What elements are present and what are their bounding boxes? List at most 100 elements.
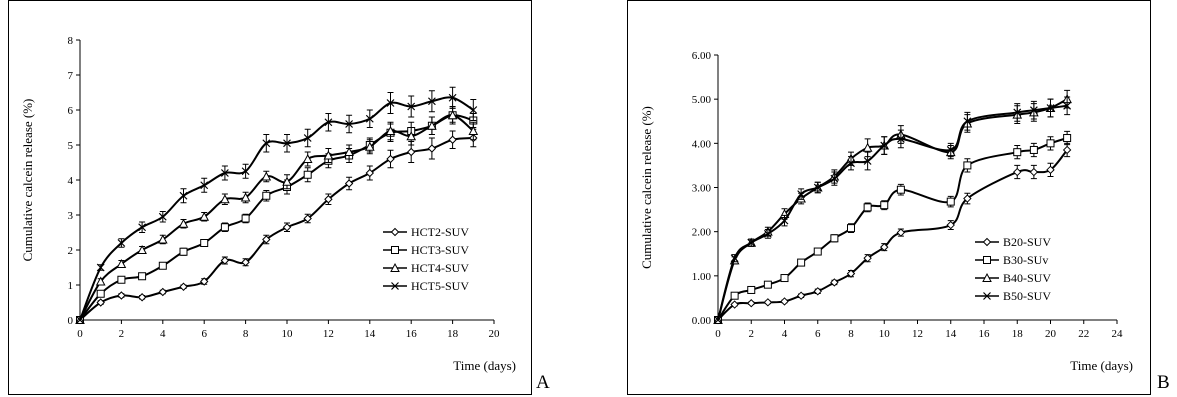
data-point [324, 118, 333, 127]
series-b20-suv [713, 142, 1072, 325]
data-point [963, 117, 972, 126]
data-point [324, 195, 333, 204]
x-tick-label-a: 2 [119, 328, 125, 340]
data-point [117, 275, 126, 284]
legend-label: HCT3-SUV [411, 243, 469, 257]
legend-item-b20-suv: B20-SUV [975, 235, 1051, 249]
y-tick-label-b: 5.00 [692, 94, 712, 106]
data-point [283, 139, 291, 148]
data-point [116, 258, 127, 268]
legend-label: B20-SUV [1003, 235, 1051, 249]
data-point [1029, 106, 1038, 115]
data-point [220, 256, 230, 265]
legend-item-b40-suv: B40-SUV [975, 271, 1051, 285]
data-point [365, 114, 374, 123]
data-point [76, 316, 84, 324]
legend-item-hct3-suv: HCT3-SUV [383, 243, 469, 257]
data-point [714, 316, 722, 324]
y-tick-label-b: 2.00 [692, 227, 712, 239]
x-tick-label-a: 14 [364, 328, 376, 340]
data-point [137, 244, 147, 254]
series-line-b50-suv [717, 104, 1068, 321]
data-point [282, 176, 292, 186]
legend-label: B40-SUV [1003, 271, 1051, 285]
data-point [1029, 145, 1038, 154]
data-point [813, 183, 822, 192]
data-point [946, 197, 955, 206]
data-point [813, 247, 822, 256]
data-point [863, 253, 872, 263]
legend-item-b50-suv: B50-SUV [975, 289, 1051, 303]
data-point [763, 298, 773, 307]
data-point [747, 285, 756, 294]
x-tick-label-b: 12 [912, 328, 923, 340]
x-tick-label-a: 8 [243, 328, 249, 340]
data-point [763, 229, 772, 238]
data-point [344, 146, 354, 156]
chart-panel-b: 0.00 1.00 2.00 3.00 4.00 5.00 6.00 0 2 4 6 8 10 12 14 1… [627, 0, 1151, 395]
data-point [117, 239, 126, 247]
data-point [1029, 167, 1039, 177]
data-point [813, 287, 822, 296]
data-point [963, 161, 972, 170]
x-tick-label-a: 18 [447, 328, 459, 340]
data-point [1063, 134, 1072, 143]
legend-marker [983, 256, 991, 264]
x-tick-label-b: 24 [1112, 328, 1124, 340]
data-point [220, 169, 229, 177]
data-point [880, 242, 889, 252]
y-tick-label-a: 3 [68, 210, 74, 222]
data-point [199, 211, 210, 221]
x-tick-label-a: 0 [77, 328, 83, 340]
data-point [963, 194, 972, 203]
data-point [946, 220, 955, 230]
data-point [262, 235, 271, 244]
data-point [200, 181, 209, 190]
data-point [862, 142, 873, 152]
x-axis-label-b: Time (days) [1070, 358, 1133, 373]
panel-letter-b: B [1157, 372, 1170, 393]
data-point [96, 298, 105, 307]
legend-marker [390, 262, 400, 272]
data-point [469, 106, 478, 114]
data-point [385, 125, 396, 135]
data-point [158, 261, 167, 270]
x-tick-label-a: 10 [282, 328, 294, 340]
y-tick-label-b: 6.00 [692, 50, 712, 62]
data-point [847, 224, 855, 233]
x-tick-label-a: 16 [406, 328, 418, 340]
x-tick-label-a: 4 [160, 328, 166, 340]
data-point [447, 110, 458, 120]
data-point [282, 223, 292, 232]
legend-label: HCT4-SUV [411, 261, 469, 275]
data-point [1062, 145, 1072, 155]
data-point [158, 212, 167, 221]
x-tick-label-b: 18 [1012, 328, 1024, 340]
data-point [1046, 139, 1055, 148]
data-point [344, 179, 354, 188]
data-point [1013, 148, 1022, 157]
data-point [830, 174, 839, 183]
x-tick-label-b: 16 [979, 328, 991, 340]
data-point [797, 258, 806, 267]
data-point [863, 157, 872, 165]
x-tick-label-a: 20 [489, 328, 501, 340]
legend-marker [391, 246, 399, 254]
y-tick-label-a: 6 [68, 105, 74, 117]
data-point [747, 238, 756, 247]
data-point [262, 191, 271, 200]
legend-marker [982, 237, 992, 247]
y-tick-label-b: 3.00 [692, 183, 712, 195]
data-point [880, 141, 889, 150]
data-point [896, 228, 906, 237]
data-point [96, 289, 105, 298]
series-b30-suv [714, 130, 1072, 324]
data-point [158, 287, 168, 297]
data-point [730, 291, 739, 300]
data-point [137, 293, 147, 302]
data-point [730, 254, 739, 263]
legend-item-hct5-suv: HCT5-SUV [383, 279, 469, 293]
data-point [797, 190, 806, 199]
data-point [427, 97, 436, 106]
